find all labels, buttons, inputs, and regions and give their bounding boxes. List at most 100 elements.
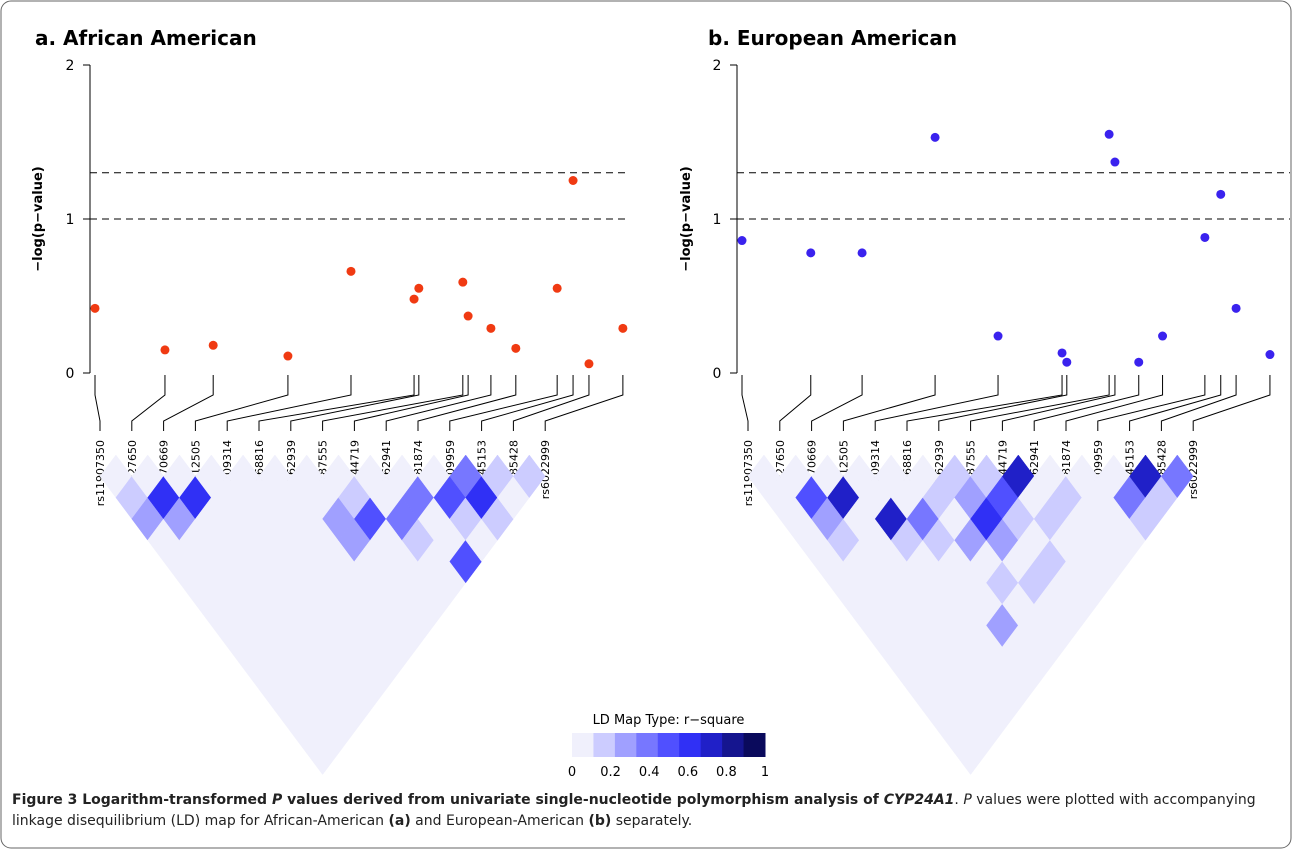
y-tick-label: 2 (713, 58, 722, 74)
point (993, 331, 1003, 341)
point (857, 248, 867, 258)
y-tick-label: 1 (66, 212, 75, 228)
point (160, 345, 170, 355)
caption-text: (b) (588, 813, 612, 829)
caption-text: separately. (611, 813, 693, 829)
connector (226, 375, 352, 431)
point (1265, 350, 1275, 360)
connector (258, 375, 415, 431)
connector (512, 375, 590, 431)
y-tick-label: 2 (66, 58, 75, 74)
point (1104, 129, 1114, 139)
point (1062, 357, 1072, 367)
connector (1160, 375, 1237, 431)
panel-title: a. African American (35, 26, 257, 50)
point (486, 323, 496, 333)
point (409, 294, 419, 304)
legend-swatch (614, 733, 637, 757)
point (414, 283, 424, 293)
connector (842, 375, 936, 431)
connector (741, 375, 749, 431)
point (1200, 232, 1210, 242)
point (346, 266, 356, 276)
legend-title: LD Map Type: r−square (593, 713, 745, 728)
legend-tick-label: 0.4 (639, 765, 660, 780)
connector (906, 375, 1063, 431)
caption-text: and European-American (410, 813, 589, 829)
point (806, 248, 816, 258)
point (552, 283, 562, 293)
point (737, 236, 747, 246)
legend-tick-label: 1 (761, 765, 769, 780)
connector (1001, 375, 1116, 431)
y-axis-label: −log(p−value) (679, 166, 694, 271)
caption-text: Figure 3 Logarithm-transformed (12, 792, 272, 808)
point (90, 303, 100, 313)
connector (544, 375, 624, 431)
connector (1065, 375, 1164, 431)
y-axis-label: −log(p−value) (31, 166, 46, 271)
caption-text: . (954, 792, 964, 808)
panel-title: b. European American (708, 26, 957, 50)
connector (811, 375, 863, 431)
caption-text: P (271, 792, 283, 808)
connector (1097, 375, 1206, 431)
point (618, 323, 628, 333)
point (1216, 189, 1226, 199)
legend-swatch (722, 733, 745, 757)
snp-label: rs6022999 (1187, 440, 1200, 499)
snp-label: rs11907350 (94, 440, 107, 506)
caption-text: values derived from univariate single-nu… (282, 792, 884, 808)
snp-label: rs6022999 (539, 440, 552, 499)
legend-tick-label: 0.8 (716, 765, 737, 780)
point (584, 359, 594, 369)
caption-text: P (963, 792, 972, 808)
legend-tick-label: 0 (568, 765, 576, 780)
connector (290, 375, 420, 431)
connector (1192, 375, 1271, 431)
legend-swatch (700, 733, 723, 757)
caption-text: CYP24A1 (883, 792, 955, 808)
legend-swatch (636, 733, 659, 757)
point (1110, 157, 1120, 167)
legend-tick-label: 0.6 (677, 765, 698, 780)
y-tick-label: 0 (66, 366, 75, 382)
legend-tick-label: 0.2 (600, 765, 621, 780)
point (930, 132, 940, 142)
connector (385, 375, 492, 431)
point (463, 311, 473, 321)
legend-swatch (593, 733, 616, 757)
connector (449, 375, 558, 431)
point (208, 340, 218, 350)
legend-swatch (743, 733, 766, 757)
point (511, 343, 521, 353)
caption: Figure 3 Logarithm-transformed P values … (12, 790, 1280, 832)
connector (194, 375, 289, 431)
point (568, 176, 578, 185)
caption-text: (a) (388, 813, 411, 829)
connector (874, 375, 999, 431)
connector (1033, 375, 1140, 431)
point (1134, 357, 1144, 367)
connector (322, 375, 464, 431)
connector (970, 375, 1110, 431)
connector (94, 375, 101, 431)
ld-cell (1161, 454, 1194, 499)
y-tick-label: 1 (713, 212, 722, 228)
connector (131, 375, 166, 431)
y-tick-label: 0 (713, 366, 722, 382)
connector (163, 375, 214, 431)
connector (938, 375, 1068, 431)
legend-swatch (657, 733, 680, 757)
legend-swatch (572, 733, 594, 757)
connector (481, 375, 574, 431)
caption-text: values were plotted with accompanying li… (12, 792, 1256, 829)
connector (353, 375, 469, 431)
snp-label: rs11907350 (742, 440, 755, 506)
connector (779, 375, 812, 431)
ld-cell (513, 454, 546, 499)
point (1231, 303, 1241, 313)
